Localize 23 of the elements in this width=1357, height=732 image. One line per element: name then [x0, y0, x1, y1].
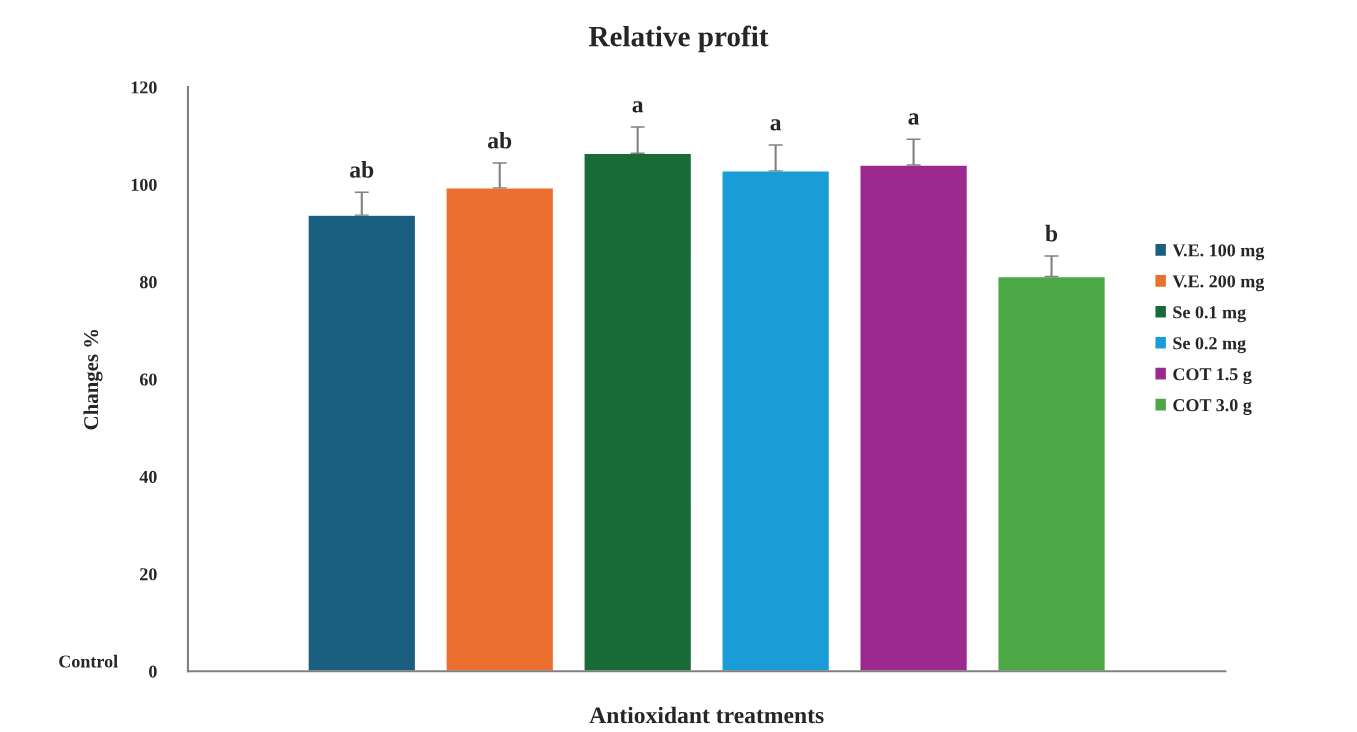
y-tick-label: 80	[139, 276, 157, 289]
y-axis-title: Changes %	[83, 329, 103, 430]
legend-label: V.E. 100 mg	[1172, 244, 1265, 261]
y-tick-label: 40	[139, 470, 157, 483]
data-label: a	[770, 119, 782, 131]
text: Control	[59, 654, 118, 668]
data-label: b	[1045, 224, 1058, 242]
legend-label: V.E. 200 mg	[1172, 275, 1265, 292]
y-tick-label: 20	[140, 568, 157, 581]
data-label: a	[632, 101, 644, 113]
data-label: ab	[350, 161, 374, 178]
legend-label: Se 0.1 mg	[1173, 306, 1246, 323]
legend-label: Se 0.2 mg	[1173, 337, 1246, 354]
legend-label: COT 1.5 g	[1173, 368, 1252, 385]
chart-title: Relative profit	[588, 25, 769, 53]
y-tick-label: 0	[149, 665, 157, 678]
y-tick-label: 120	[131, 81, 157, 94]
legend-label: COT 3.0 g	[1173, 399, 1252, 416]
data-label: a	[908, 113, 920, 125]
y-tick-label: 100	[131, 178, 157, 191]
x-axis-title: Antioxidant treatments	[589, 706, 824, 724]
y-tick-label: 60	[139, 373, 157, 386]
data-label: ab	[488, 131, 512, 149]
